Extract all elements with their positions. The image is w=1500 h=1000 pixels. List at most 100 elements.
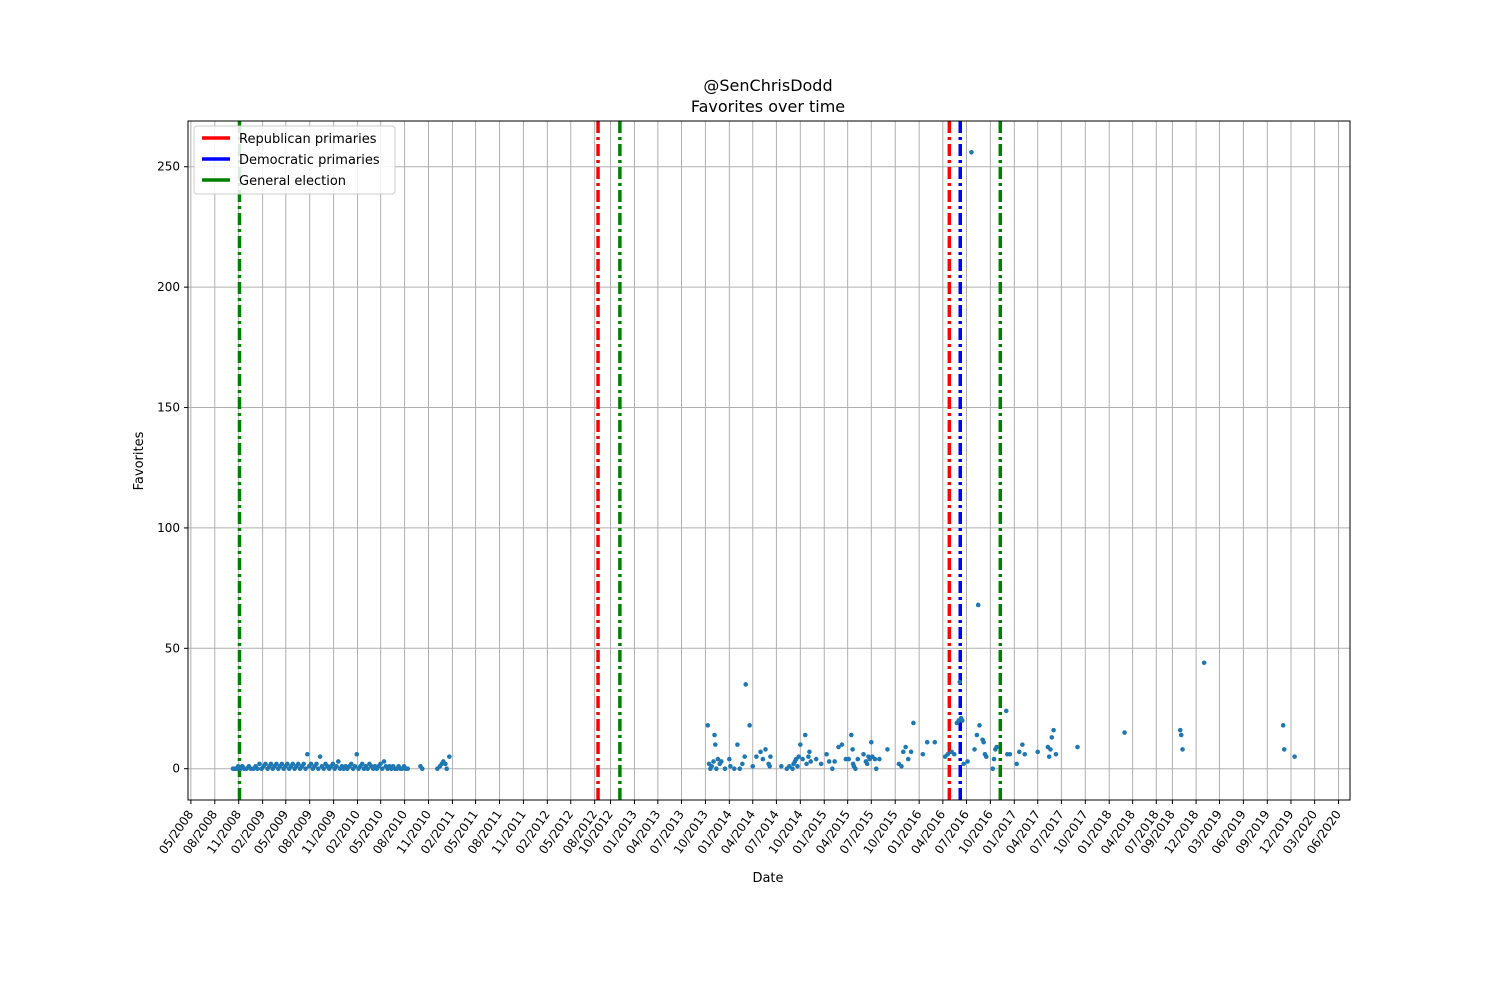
data-point [419, 766, 425, 771]
data-point [742, 754, 747, 759]
data-point [983, 754, 989, 759]
data-point [443, 761, 448, 767]
data-point [274, 761, 279, 767]
data-point [798, 742, 803, 747]
chart-title: @SenChrisDodd [703, 76, 832, 95]
data-point [932, 739, 938, 745]
data-point [1051, 727, 1056, 733]
y-tick-label: 250 [157, 160, 180, 174]
data-point [850, 747, 855, 752]
data-point [758, 749, 763, 755]
data-point [728, 763, 733, 769]
data-point [715, 756, 721, 762]
data-point [1292, 754, 1297, 759]
data-point [826, 759, 832, 764]
data-point [1046, 754, 1052, 759]
data-point [848, 732, 854, 738]
data-point [905, 756, 911, 762]
data-point [1075, 744, 1080, 750]
data-point [1201, 660, 1207, 666]
data-point [1177, 727, 1183, 733]
data-point [315, 766, 321, 771]
grid [188, 121, 1350, 800]
data-point [869, 739, 874, 745]
data-point [961, 761, 966, 767]
data-point [722, 766, 728, 771]
data-point [960, 718, 965, 723]
data-point [737, 766, 743, 771]
data-point [951, 751, 957, 757]
data-point [731, 766, 737, 771]
data-point [796, 754, 802, 759]
data-point [718, 759, 724, 764]
y-tick-label: 150 [157, 401, 180, 415]
data-point [301, 761, 307, 767]
data-point [872, 756, 878, 762]
data-point [1014, 761, 1019, 767]
data-point [1281, 747, 1287, 752]
data-point [991, 756, 997, 762]
data-point [808, 759, 814, 764]
legend-entry: Republican primaries [239, 132, 377, 147]
y-tick-label: 50 [165, 641, 180, 655]
data-point [800, 756, 805, 762]
data-point [779, 763, 784, 769]
data-point [990, 766, 996, 771]
data-point [711, 759, 716, 764]
data-point [1178, 732, 1184, 738]
data-point [795, 763, 800, 769]
data-point [255, 766, 260, 771]
data-point [754, 754, 759, 759]
data-point [709, 763, 714, 769]
data-point [839, 742, 845, 747]
data-point [257, 761, 262, 767]
data-point [1007, 751, 1013, 757]
data-point [447, 754, 452, 759]
data-point [977, 723, 982, 728]
data-point [305, 751, 310, 757]
data-point [263, 761, 268, 767]
data-point [1003, 708, 1009, 714]
data-point [804, 761, 809, 767]
data-point [747, 723, 752, 728]
data-point [1016, 749, 1022, 755]
data-point [767, 763, 772, 769]
plot-frame [187, 120, 1351, 801]
data-point [763, 747, 768, 752]
data-point [705, 723, 711, 728]
data-point [864, 761, 870, 767]
legend-entry: Democratic primaries [239, 153, 380, 168]
legend-box [193, 125, 396, 195]
data-point [972, 747, 977, 752]
data-point [1180, 747, 1185, 752]
data-point [714, 766, 719, 771]
data-point [969, 150, 974, 155]
data-point [903, 744, 908, 750]
data-point [308, 761, 314, 767]
legend: Republican primaries Democratic primaries… [193, 125, 396, 195]
data-point [381, 759, 387, 764]
data-point [735, 742, 740, 747]
data-point [813, 756, 819, 762]
data-point [314, 761, 319, 767]
data-point [760, 756, 766, 762]
y-axis-ticks: 0 50 100 150 200 250 [157, 160, 188, 776]
data-point [740, 761, 745, 767]
data-point [861, 751, 866, 757]
data-point [354, 751, 360, 757]
data-point [405, 766, 411, 771]
data-point [1049, 735, 1055, 740]
data-point [378, 761, 383, 767]
data-point [957, 679, 963, 685]
data-point [1053, 751, 1059, 757]
data-point [877, 756, 882, 762]
data-point [911, 720, 916, 726]
data-point [846, 756, 851, 762]
data-point [790, 766, 795, 771]
data-point [900, 749, 906, 755]
data-point [317, 754, 323, 759]
y-tick-label: 200 [157, 280, 180, 294]
data-point [359, 761, 365, 767]
data-point [1122, 730, 1127, 735]
data-point [712, 732, 717, 738]
